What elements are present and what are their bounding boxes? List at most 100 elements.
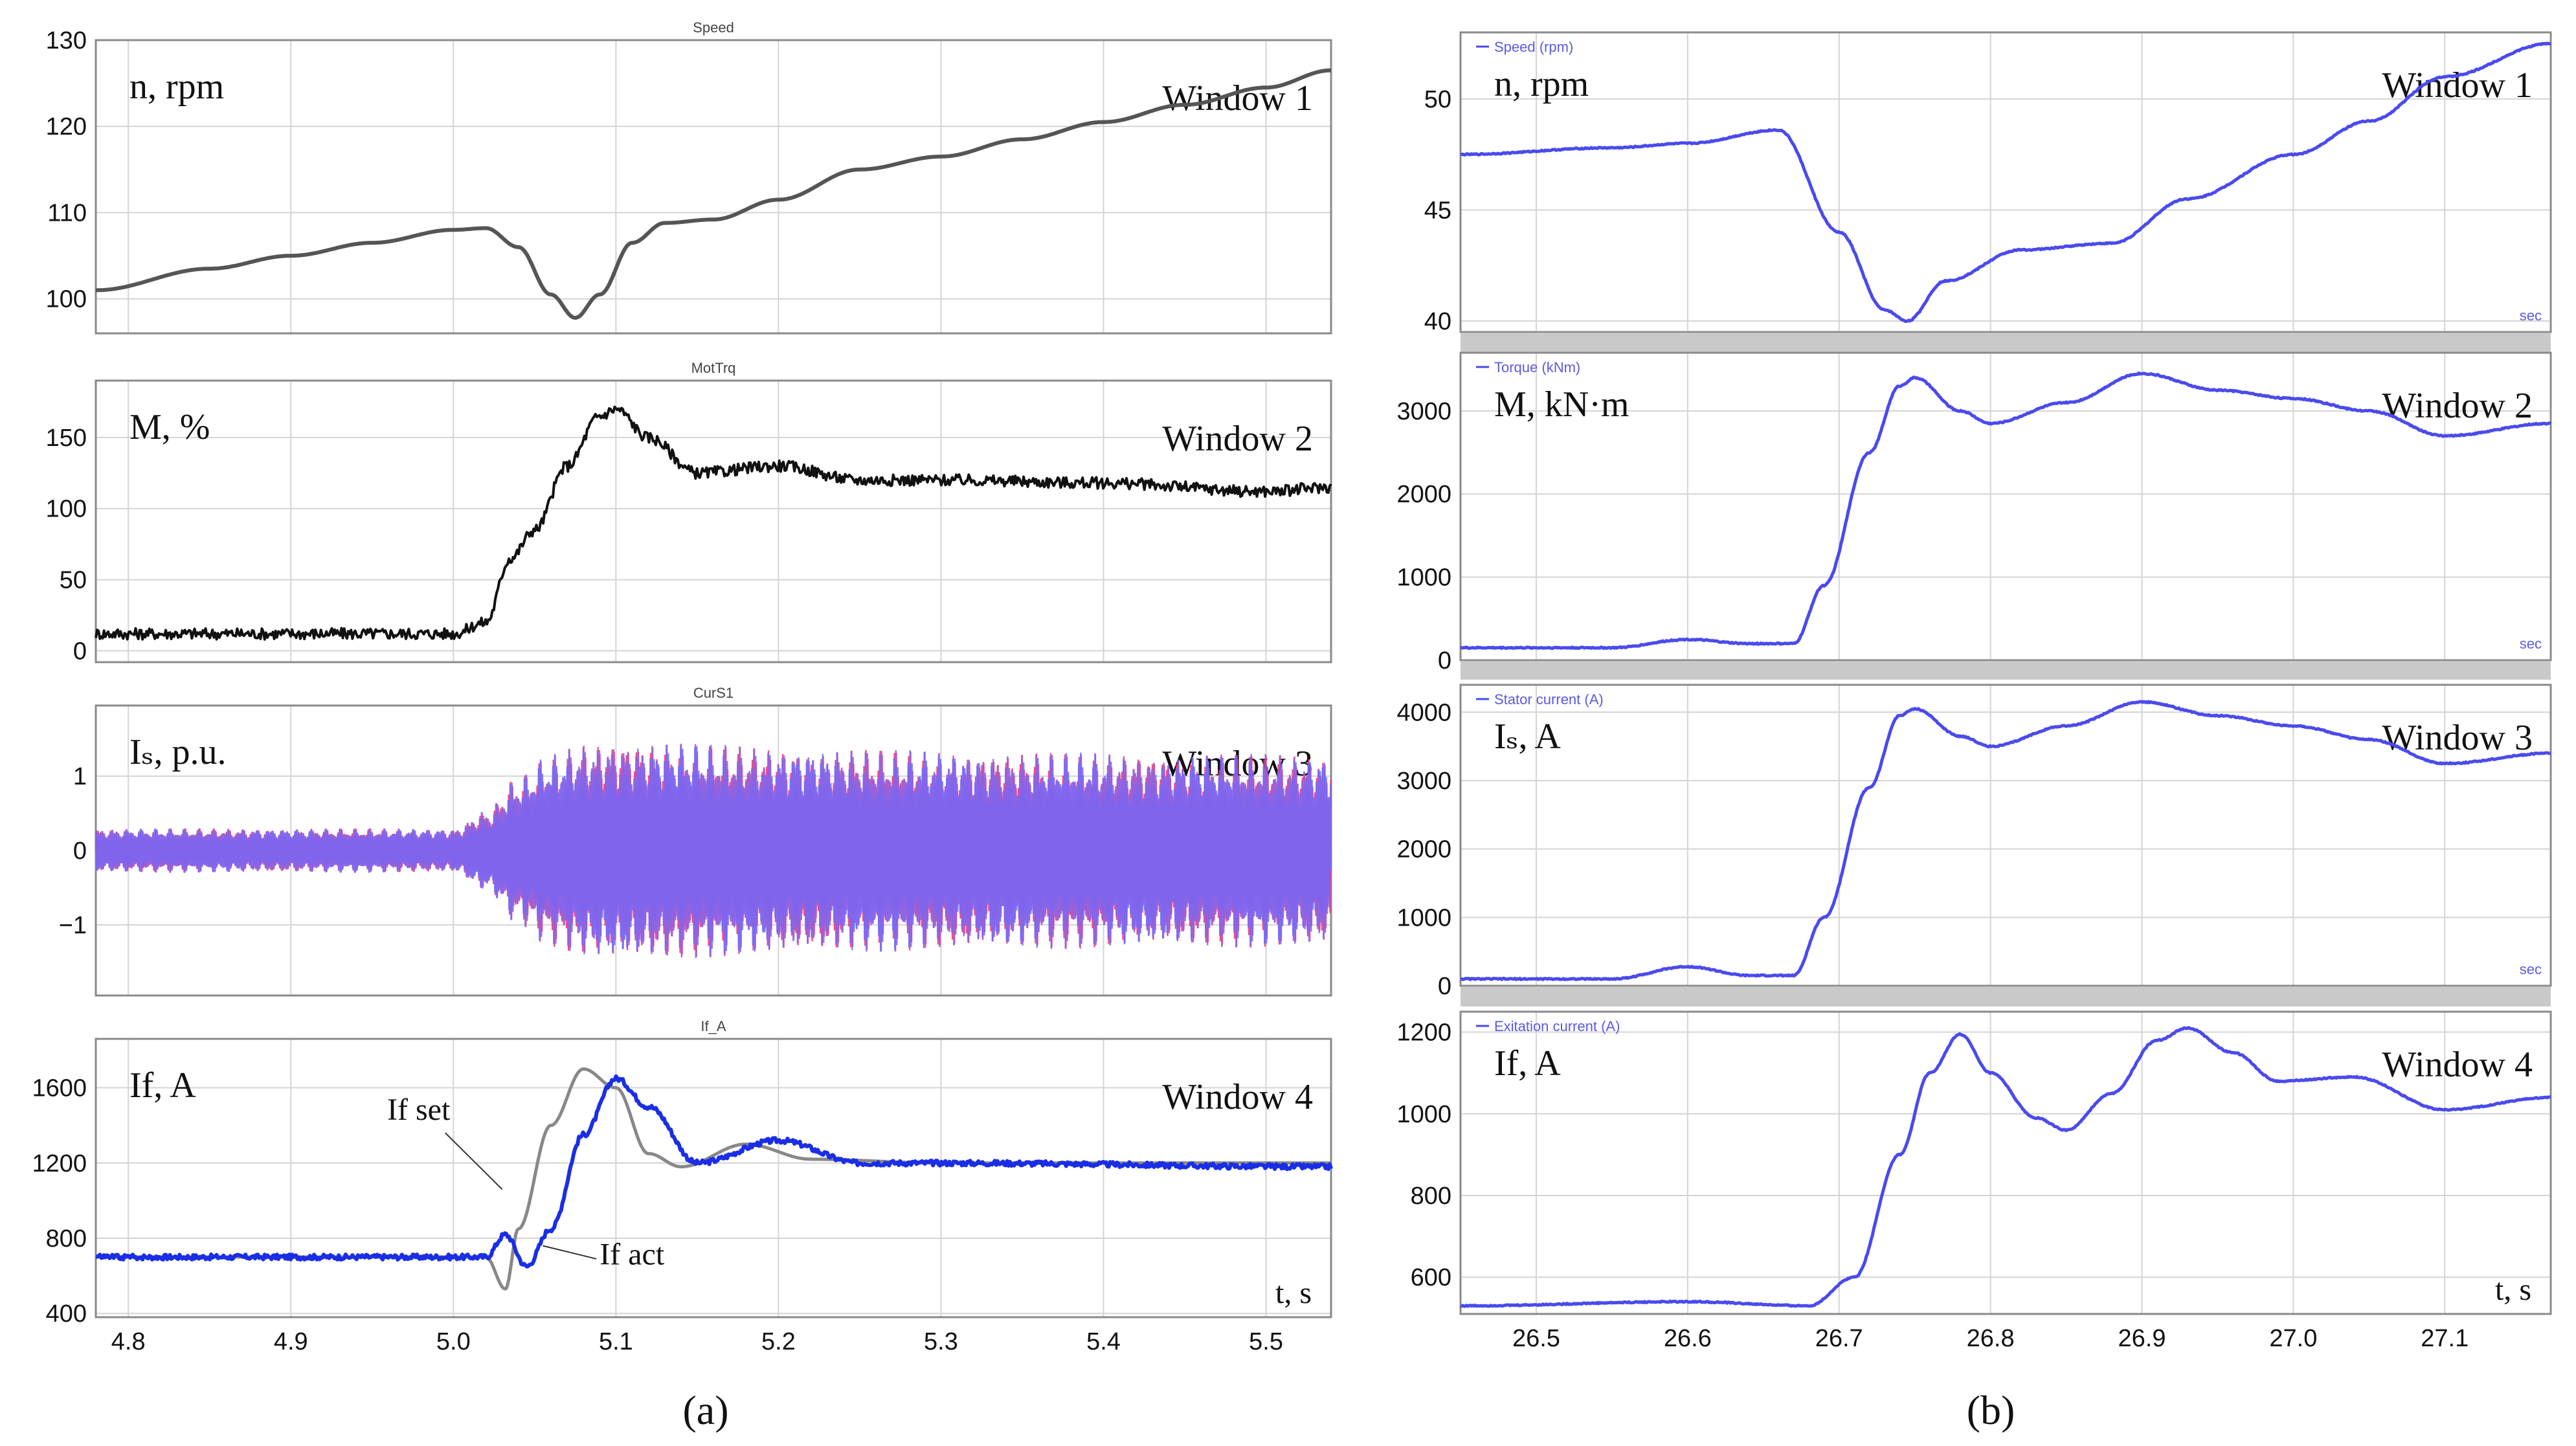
y-tick-label: 150: [46, 425, 87, 452]
sec-label: sec: [2520, 961, 2542, 977]
x-tick-label: 5.5: [1249, 1328, 1283, 1355]
panel-title: Speed: [693, 19, 734, 36]
legend-entry: Exitation current (A): [1494, 1018, 1620, 1034]
y-tick-label: −1: [59, 912, 87, 939]
y-tick-label: 2000: [1396, 836, 1451, 863]
y-tick-label: 1000: [1396, 564, 1451, 592]
plot-frame: [1459, 1010, 2552, 1315]
plot-frame: [95, 1038, 1332, 1318]
plot-frame: [1459, 684, 2552, 987]
y-tick-label: 120: [46, 113, 87, 140]
y-tick-label: 1600: [32, 1075, 87, 1102]
if-act-line: [95, 1074, 1333, 1269]
y-tick-label: 1: [73, 763, 87, 790]
plot-frame: [95, 379, 1332, 663]
x-tick-label: 4.9: [274, 1328, 308, 1355]
x-tick-label: 5.2: [761, 1328, 796, 1355]
x-tick-label: 5.1: [599, 1328, 633, 1355]
if-set-pointer: [445, 1132, 503, 1190]
quantity-label: Iₛ, p.u.: [129, 732, 227, 772]
speed-line: [95, 68, 1332, 320]
panel-title: CurS1: [693, 685, 734, 701]
quantity-label: M, %: [129, 407, 210, 447]
torque-line: [95, 405, 1332, 641]
x-tick-label: 4.8: [111, 1328, 146, 1355]
y-tick-label: 130: [46, 27, 87, 54]
caption-b: (b): [1967, 1387, 2015, 1433]
if-act-pointer: [543, 1245, 597, 1260]
y-tick-label: 0: [73, 638, 87, 665]
y-tick-label: 0: [73, 838, 87, 865]
y-tick-label: 2000: [1396, 481, 1451, 508]
y-tick-label: 4000: [1396, 699, 1451, 726]
legend-entry: Stator current (A): [1494, 691, 1604, 707]
window-label: Window 4: [1162, 1077, 1313, 1117]
quantity-label: If, A: [129, 1065, 196, 1106]
panel-b-4: 600 800 1000 1200 26.5 26.6 26.7 26.8 26.9 27.0 27…: [1396, 1010, 2552, 1352]
panel-a-2: 0 50 100 150 MotTrq M, % Window 2: [46, 360, 1332, 665]
y-tick-label: 1200: [1396, 1019, 1451, 1047]
plot-frame: [1459, 31, 2552, 333]
panel-separator: [1461, 333, 2551, 353]
y-tick-label: 1000: [1396, 904, 1451, 931]
quantity-label: If, A: [1494, 1043, 1561, 1084]
x-tick-label: 5.0: [436, 1328, 471, 1355]
quantity-label: n, rpm: [1494, 64, 1589, 104]
x-tick-label: 26.8: [1967, 1325, 2015, 1352]
y-tick-label: 110: [47, 199, 87, 227]
measured-line: [1460, 372, 2552, 651]
y-tick-label: 50: [60, 567, 87, 594]
caption-a: (a): [682, 1387, 728, 1433]
panel-b-3: 0 1000 2000 3000 4000 Stator current (A) sec Iₛ…: [1396, 684, 2552, 1000]
quantity-label: Iₛ, A: [1494, 717, 1561, 757]
sec-label: sec: [2520, 307, 2542, 324]
window-label: Window 2: [1162, 419, 1313, 459]
panel-b-2: 0 1000 2000 3000 Torque (kNm) sec M, kN·m Windo…: [1396, 351, 2552, 674]
y-tick-label: 1200: [32, 1150, 87, 1177]
y-tick-label: 0: [1438, 973, 1451, 1000]
x-tick-label: 5.3: [924, 1328, 958, 1355]
window-label: Window 4: [2382, 1045, 2533, 1085]
y-tick-label: 0: [1438, 647, 1451, 674]
y-tick-label: 3000: [1396, 398, 1451, 425]
measured-line: [1460, 1026, 2551, 1308]
measured-line: [1460, 700, 2551, 981]
y-tick-label: 800: [46, 1225, 87, 1252]
y-tick-label: 40: [1424, 308, 1451, 335]
x-tick-label: 27.1: [2421, 1325, 2469, 1352]
y-tick-label: 1000: [1396, 1101, 1451, 1128]
if-set-annotation: If set: [387, 1093, 451, 1127]
y-tick-label: 50: [1424, 86, 1451, 113]
quantity-label: n, rpm: [129, 67, 224, 107]
x-tick-label: 26.5: [1512, 1325, 1560, 1352]
y-tick-label: 800: [1411, 1183, 1451, 1210]
y-tick-label: 45: [1424, 197, 1451, 224]
plot-frame: [95, 39, 1332, 335]
sec-label: sec: [2520, 636, 2542, 652]
y-tick-label: 3000: [1396, 768, 1451, 795]
panel-title: MotTrq: [691, 360, 736, 376]
window-label: Window 2: [2382, 386, 2533, 426]
panel-separator: [1461, 987, 2551, 1007]
legend-entry: Torque (kNm): [1494, 359, 1580, 375]
x-tick-label: 27.0: [2269, 1325, 2317, 1352]
plot-frame: [1459, 351, 2552, 662]
y-tick-label: 100: [46, 286, 87, 313]
panel-separator: [1461, 662, 2551, 680]
current-phase-2: [95, 744, 1332, 958]
x-tick-label: 26.7: [1815, 1325, 1863, 1352]
measured-line: [1460, 41, 2552, 323]
x-axis-label: t, s: [2495, 1273, 2531, 1307]
y-tick-label: 100: [46, 496, 87, 523]
x-tick-label: 26.9: [2118, 1325, 2166, 1352]
legend-entry: Speed (rpm): [1494, 39, 1573, 55]
if-act-annotation: If act: [599, 1238, 665, 1272]
quantity-label: M, kN·m: [1494, 384, 1629, 425]
y-tick-label: 400: [46, 1300, 87, 1328]
y-tick-label: 600: [1411, 1264, 1451, 1291]
x-tick-label: 26.6: [1664, 1325, 1712, 1352]
